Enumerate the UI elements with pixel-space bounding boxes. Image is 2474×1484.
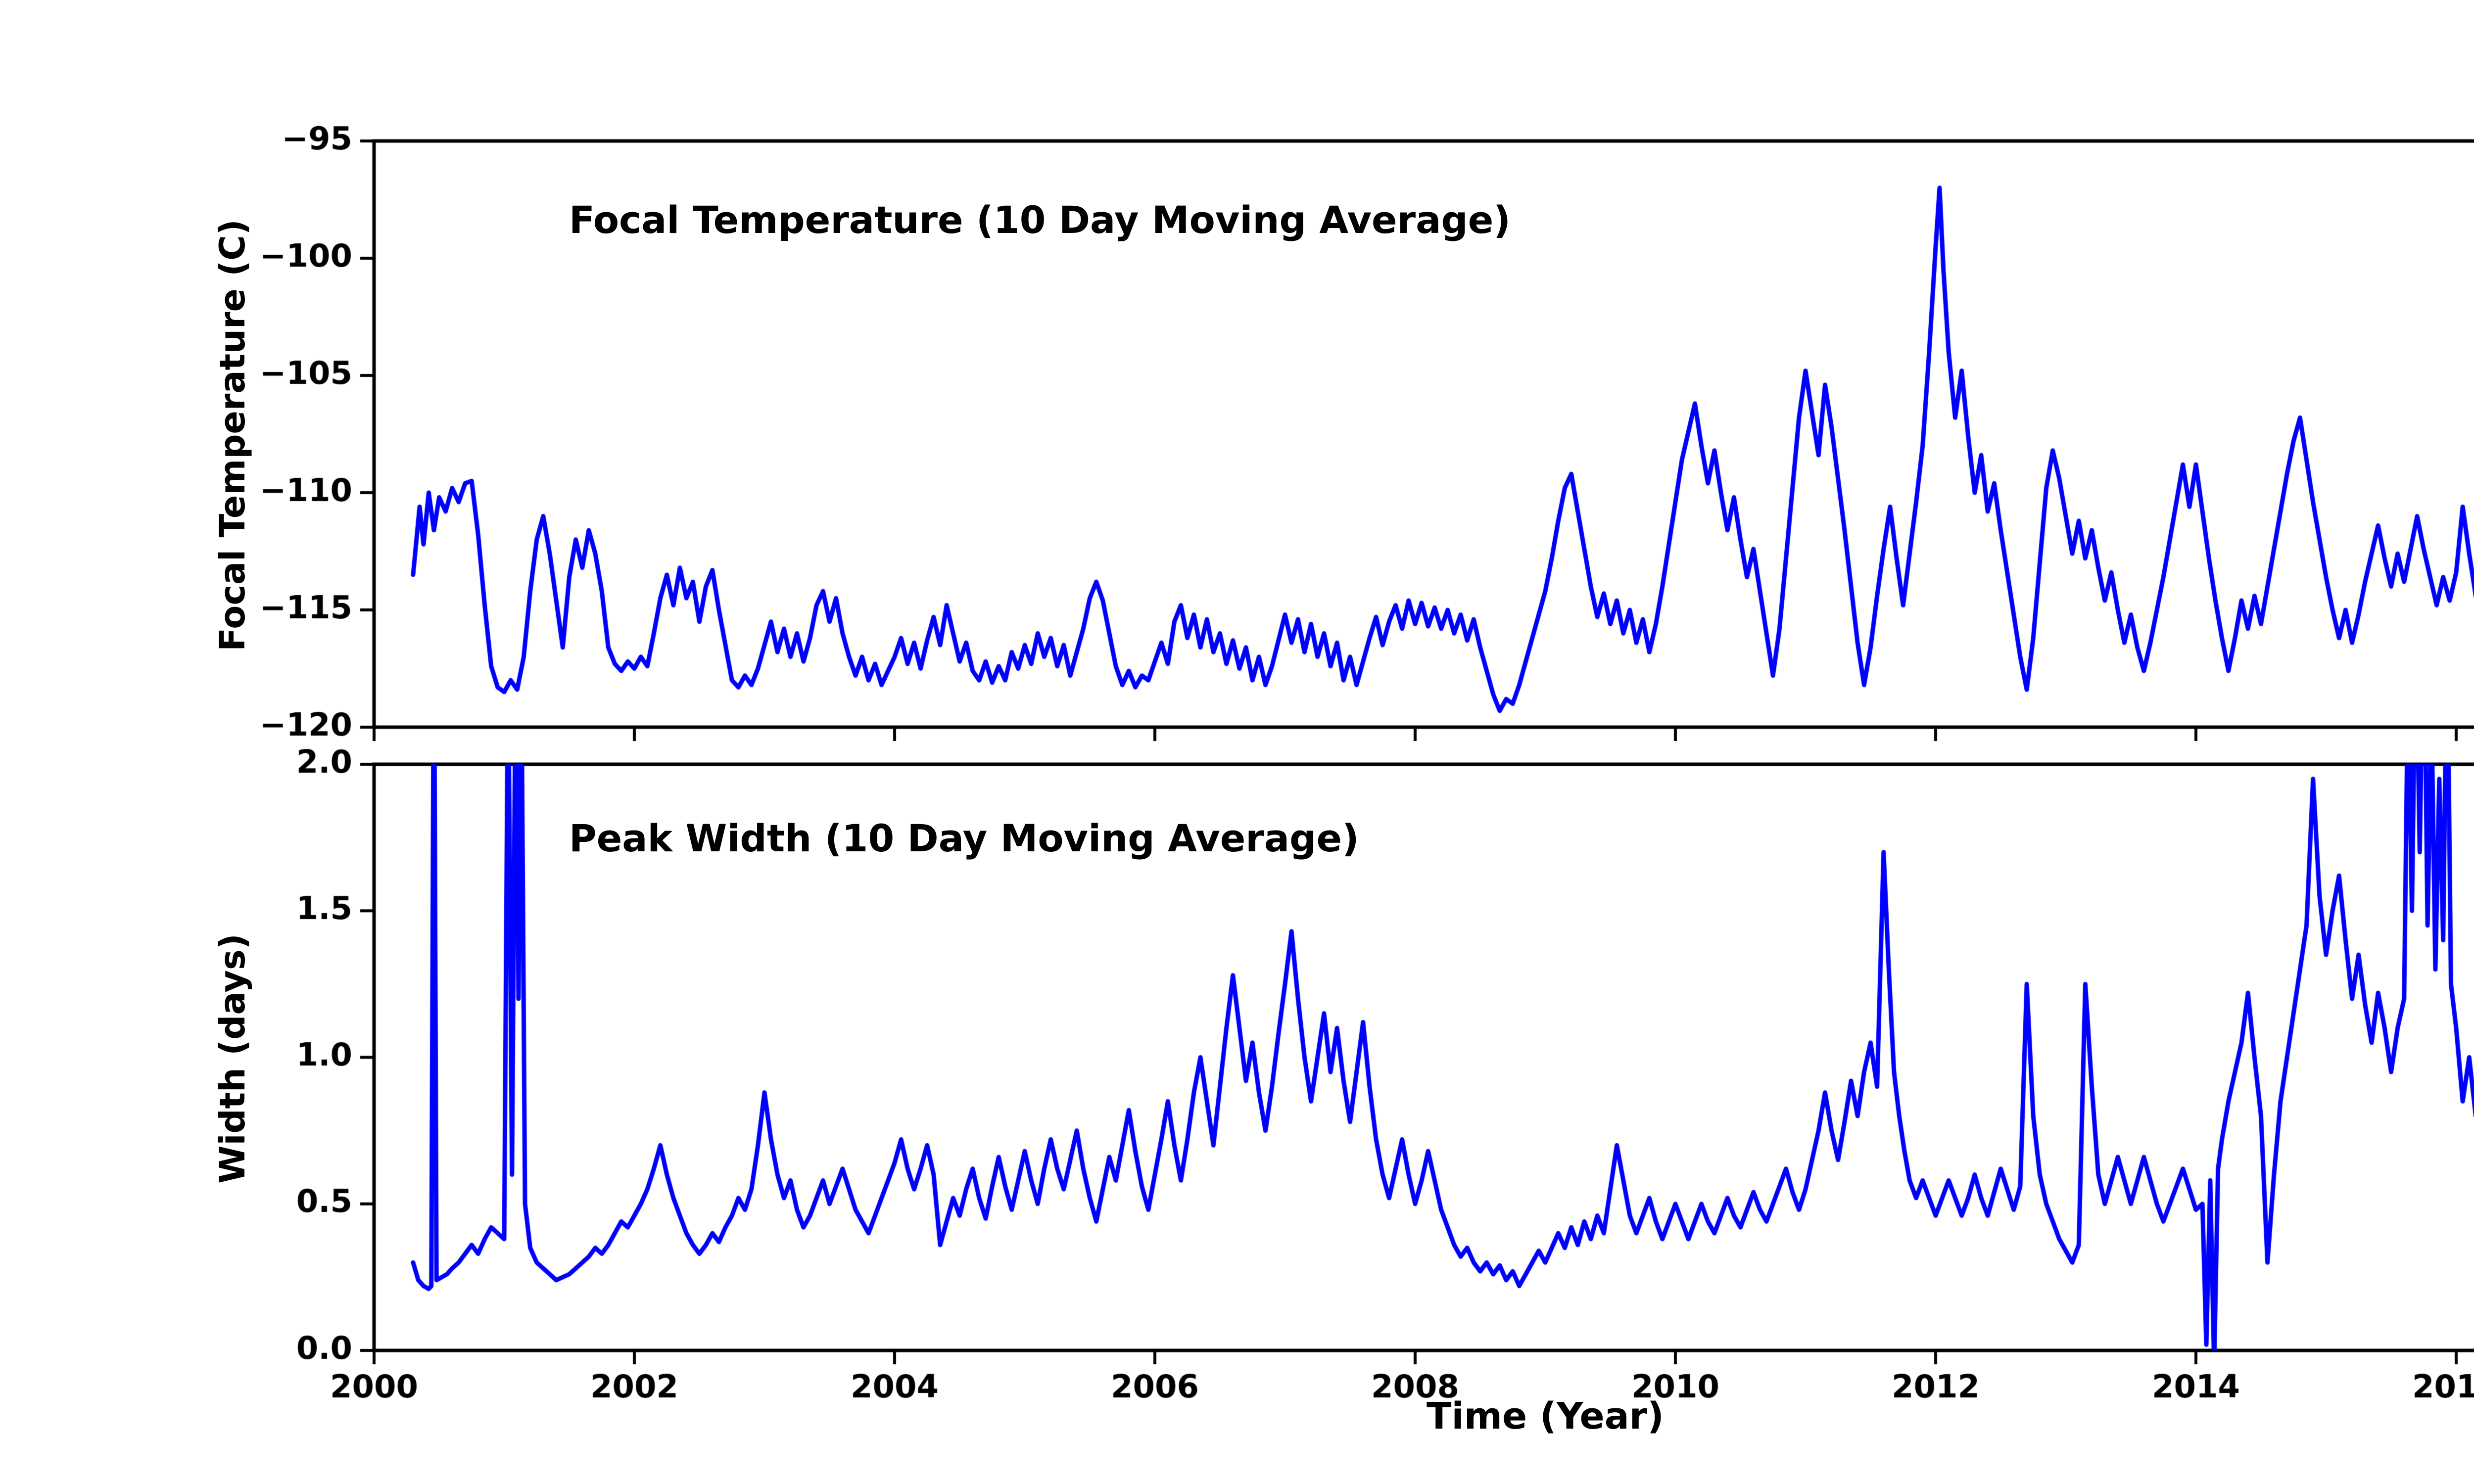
top-panel-title: Focal Temperature (10 Day Moving Average…	[569, 198, 1511, 242]
bottom-panel-title: Peak Width (10 Day Moving Average)	[569, 816, 1359, 860]
bottom-y-axis-label: Width (days)	[212, 933, 253, 1184]
x-axis-label: Time (Year)	[1427, 1395, 1664, 1438]
top-y-axis-label: Focal Temperature (C)	[212, 219, 253, 651]
